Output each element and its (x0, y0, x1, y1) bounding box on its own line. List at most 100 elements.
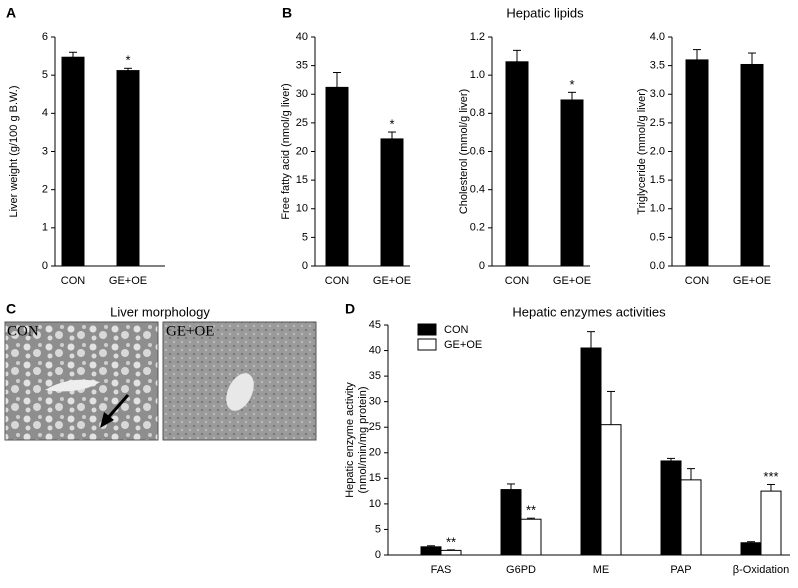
y-tick-label: 35 (296, 60, 308, 72)
x-tick-label: GE+OE (373, 275, 411, 287)
bar (760, 490, 782, 556)
y-tick-label: 0.0 (650, 260, 665, 272)
significance: *** (763, 469, 778, 484)
section-title: Hepatic lipids (506, 5, 584, 20)
y-tick-label: 1.0 (650, 203, 665, 215)
image-label: GE+OE (166, 323, 214, 339)
y-tick-label: 6 (42, 31, 48, 43)
micrograph: GE+OE (162, 321, 317, 441)
x-tick-label: CON (61, 275, 86, 287)
legend-swatch (417, 338, 437, 351)
x-tick-label: ME (593, 564, 610, 576)
y-tick-label: 1.0 (470, 69, 485, 81)
y-tick-label: 35 (369, 370, 381, 382)
section-title: Liver morphology (110, 304, 210, 319)
y-tick-label: 0.8 (470, 107, 485, 119)
bar (560, 99, 584, 267)
panel-label: D (345, 301, 355, 317)
x-tick-label: CON (505, 275, 530, 287)
x-tick-label: CON (685, 275, 710, 287)
y-tick-label: 2 (42, 184, 48, 196)
y-tick-label: 3.0 (650, 88, 665, 100)
y-tick-label: 0.6 (470, 145, 485, 157)
y-axis-label: Triglyceride (mmol/g liver) (636, 88, 648, 214)
x-tick-label: GE+OE (733, 275, 771, 287)
bar (505, 61, 529, 267)
y-tick-label: 1.5 (650, 174, 665, 186)
bar (380, 138, 404, 267)
y-tick-label: 0.4 (470, 184, 485, 196)
y-tick-label: 3.5 (650, 60, 665, 72)
y-tick-label: 3 (42, 145, 48, 157)
y-axis-label: Cholesterol (mmol/g liver) (458, 89, 470, 214)
bar (440, 549, 462, 556)
y-tick-label: 10 (369, 498, 381, 510)
chart-title: Hepatic enzymes activities (512, 304, 666, 319)
significance: ** (446, 534, 456, 549)
y-tick-label: 0.2 (470, 222, 485, 234)
bar (520, 518, 542, 556)
y-tick-label: 2.0 (650, 145, 665, 157)
significance: * (125, 53, 130, 68)
bar (660, 460, 682, 556)
y-tick-label: 40 (369, 344, 381, 356)
image-label: CON (7, 323, 39, 339)
y-tick-label: 25 (369, 421, 381, 433)
y-tick-label: 1.2 (470, 31, 485, 43)
bar (685, 59, 709, 267)
y-axis-label: Free fatty acid (nmol/g liver) (280, 83, 292, 219)
bar (61, 56, 85, 267)
panel-label: C (6, 301, 16, 317)
y-tick-label: 25 (296, 117, 308, 129)
bar (325, 86, 349, 267)
significance: ** (526, 503, 536, 518)
x-tick-label: FAS (431, 564, 452, 576)
y-tick-label: 1 (42, 222, 48, 234)
significance: * (569, 77, 574, 92)
y-tick-label: 0 (42, 260, 48, 272)
panel-label: B (282, 5, 292, 21)
y-tick-label: 5 (375, 523, 381, 535)
y-axis-label: Liver weight (g/100 g B.W.) (8, 85, 20, 217)
y-tick-label: 0 (375, 549, 381, 561)
bar (600, 424, 622, 556)
legend-label: GE+OE (444, 339, 482, 351)
bar (580, 347, 602, 556)
x-tick-label: GE+OE (109, 275, 147, 287)
x-tick-label: GE+OE (553, 275, 591, 287)
x-tick-label: β-Oxidation (733, 564, 789, 576)
y-tick-label: 5 (302, 231, 308, 243)
y-tick-label: 2.5 (650, 117, 665, 129)
legend-swatch (417, 323, 437, 336)
bar (500, 489, 522, 556)
y-tick-label: 15 (296, 174, 308, 186)
bar (740, 542, 762, 556)
legend-label: CON (444, 324, 469, 336)
y-tick-label: 4.0 (650, 31, 665, 43)
x-tick-label: PAP (670, 564, 691, 576)
x-tick-label: G6PD (506, 564, 536, 576)
y-axis-label: Hepatic enzyme activity (344, 382, 356, 498)
y-tick-label: 5 (42, 69, 48, 81)
bar (740, 63, 764, 267)
y-tick-label: 0 (302, 260, 308, 272)
x-tick-label: CON (325, 275, 350, 287)
y-axis-label: (nmol/min/mg protein) (357, 387, 369, 494)
y-tick-label: 45 (369, 319, 381, 331)
y-tick-label: 30 (369, 396, 381, 408)
significance: * (389, 116, 394, 131)
bar (116, 70, 140, 267)
y-tick-label: 15 (369, 472, 381, 484)
micrograph: CON (4, 321, 159, 441)
y-tick-label: 20 (369, 447, 381, 459)
y-tick-label: 0.5 (650, 231, 665, 243)
bar (680, 479, 702, 556)
y-tick-label: 4 (42, 107, 48, 119)
y-tick-label: 20 (296, 145, 308, 157)
y-tick-label: 10 (296, 203, 308, 215)
y-tick-label: 30 (296, 88, 308, 100)
y-tick-label: 0 (479, 260, 485, 272)
bar (420, 546, 442, 556)
panel-label: A (6, 5, 16, 21)
